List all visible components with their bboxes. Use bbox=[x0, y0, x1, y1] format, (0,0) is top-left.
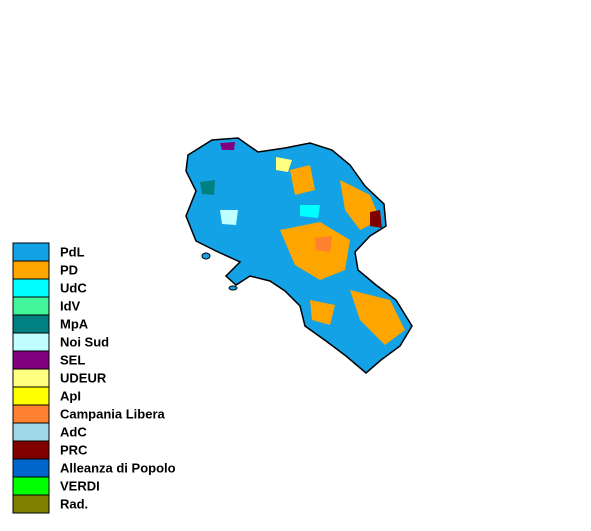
legend-swatch bbox=[12, 368, 50, 388]
legend-swatch bbox=[12, 278, 50, 298]
legend-swatch bbox=[12, 350, 50, 370]
area-other bbox=[315, 236, 332, 252]
area-other bbox=[276, 157, 292, 172]
area-other bbox=[300, 205, 320, 218]
legend-label: PdL bbox=[60, 244, 85, 259]
legend-swatch bbox=[12, 386, 50, 406]
island bbox=[201, 252, 211, 260]
legend-swatch bbox=[12, 476, 50, 496]
island bbox=[228, 285, 238, 291]
legend-swatch bbox=[12, 404, 50, 424]
area-pd bbox=[310, 300, 335, 325]
legend-swatch bbox=[12, 260, 50, 280]
area-pd bbox=[350, 290, 405, 345]
legend-label: Alleanza di Popolo bbox=[60, 460, 176, 475]
legend-label: SEL bbox=[60, 352, 85, 367]
legend-swatch bbox=[12, 332, 50, 352]
legend-label: UDEUR bbox=[60, 370, 107, 385]
area-other bbox=[220, 142, 235, 150]
legend-label: PRC bbox=[60, 442, 88, 457]
legend-swatch bbox=[12, 494, 50, 514]
legend-swatch bbox=[12, 242, 50, 262]
legend-swatch bbox=[12, 296, 50, 316]
area-other bbox=[220, 210, 238, 225]
area-other bbox=[200, 180, 215, 195]
legend-label: Noi Sud bbox=[60, 334, 109, 349]
region-map bbox=[185, 137, 413, 374]
legend-label: UdC bbox=[60, 280, 87, 295]
legend-label: VERDI bbox=[60, 478, 100, 493]
legend-label: ApI bbox=[60, 388, 81, 403]
legend-label: MpA bbox=[60, 316, 89, 331]
legend-swatch bbox=[12, 314, 50, 334]
area-pd bbox=[290, 165, 315, 195]
legend-swatch bbox=[12, 422, 50, 442]
area-other bbox=[370, 210, 382, 228]
legend-label: IdV bbox=[60, 298, 81, 313]
legend-label: Rad. bbox=[60, 496, 88, 511]
area-pd bbox=[280, 222, 350, 280]
legend-label: PD bbox=[60, 262, 78, 277]
legend: PdL PD UdC IdV MpA Noi Sud SEL UDEUR ApI Campania… bbox=[12, 242, 176, 514]
legend-swatch bbox=[12, 440, 50, 460]
legend-label: Campania Libera bbox=[60, 406, 166, 421]
legend-label: AdC bbox=[60, 424, 87, 439]
legend-swatch bbox=[12, 458, 50, 478]
